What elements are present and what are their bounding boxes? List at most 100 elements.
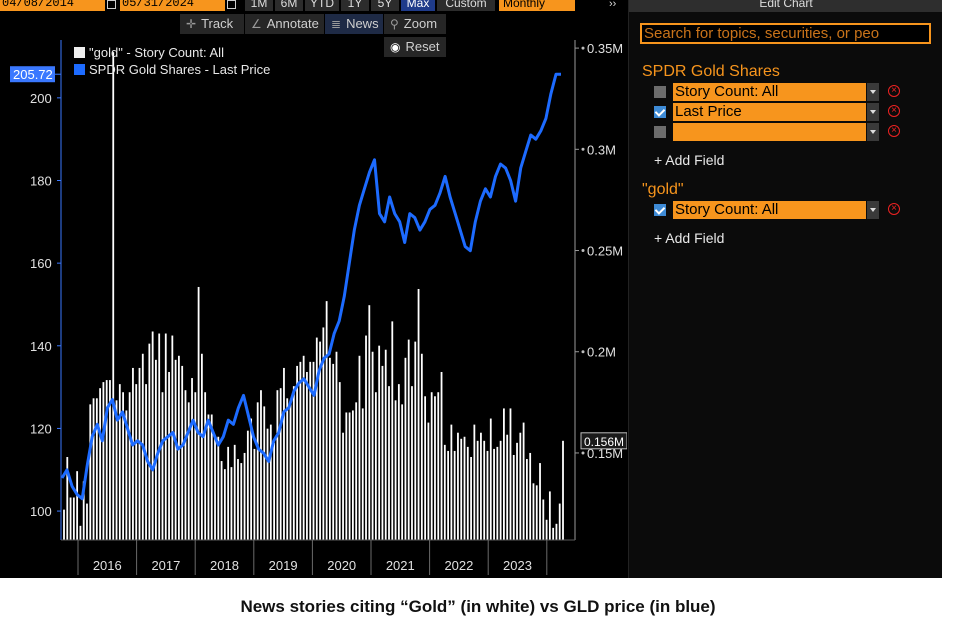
story-count-bar [95,398,98,540]
story-count-bar [348,412,351,540]
story-count-bar [434,396,436,540]
story-count-bar [204,392,207,540]
reset-button[interactable]: ◉ Reset [384,37,446,57]
field-select[interactable] [673,123,866,141]
story-count-bar [401,404,404,540]
story-count-bar [253,448,256,540]
remove-icon[interactable]: × [888,203,900,215]
story-count-bar [191,378,193,540]
story-count-bar [82,481,85,540]
story-count-bar [76,471,79,540]
x-tick-label: 2023 [503,558,532,573]
calendar-icon[interactable] [107,0,116,9]
story-count-bar [384,349,387,540]
story-count-bar [279,388,282,540]
story-count-bar [338,382,341,540]
story-count-bar [315,337,318,540]
zoom-button[interactable]: ⚲ Zoom [384,14,446,34]
story-count-bar [548,491,551,540]
story-count-bar [374,392,377,540]
story-count-bar [335,351,338,540]
news-button[interactable]: ≣ News [325,14,383,34]
story-count-bar [128,392,131,540]
reset-icon: ◉ [390,40,401,54]
remove-icon[interactable]: × [888,125,900,137]
search-input[interactable]: Search for topics, securities, or peo [640,23,931,44]
story-count-bar [522,422,525,540]
range-6m-button[interactable]: 6M [275,0,303,11]
range-1m-button[interactable]: 1M [245,0,273,11]
end-date-field[interactable]: 05/31/2024 [120,0,225,11]
story-count-bar [509,408,512,540]
story-count-bar [115,400,118,540]
chevron-down-icon[interactable] [867,201,879,219]
add-field-button[interactable]: + Add Field [654,152,725,168]
story-count-bar [319,341,321,540]
story-count-bar [404,357,407,540]
x-tick-label: 2017 [151,558,180,573]
remove-icon[interactable]: × [888,105,900,117]
story-count-bar [473,424,476,540]
chevron-down-icon[interactable] [867,83,879,101]
expand-panel-icon[interactable]: ›› [609,0,617,10]
story-count-bar [329,357,331,540]
story-count-bar [506,434,509,540]
story-count-bar [552,527,555,540]
x-tick-label: 2022 [444,558,473,573]
add-field-button[interactable]: + Add Field [654,230,725,246]
story-count-bar [417,288,420,540]
field-select[interactable]: Story Count: All [673,83,866,101]
edit-chart-header[interactable]: Edit Chart [629,0,942,12]
left-tick-label: 120 [30,421,52,436]
x-tick-label: 2020 [327,558,356,573]
remove-icon[interactable]: × [888,85,900,97]
field-select[interactable]: Last Price [673,103,866,121]
current-price-box [10,66,55,83]
range-custom-button[interactable]: Custom [437,0,495,11]
story-count-bar [378,345,381,540]
story-count-bar [512,454,515,540]
story-count-bar [283,367,285,540]
story-count-bar [483,440,486,540]
story-count-bar [414,341,417,540]
left-tick-label: 160 [30,256,52,271]
chevron-down-icon[interactable] [867,123,879,141]
story-count-bar [532,483,535,540]
right-tick-dot [581,46,585,50]
current-price-label: 205.72 [13,67,53,82]
story-count-bar [118,384,121,540]
story-count-bar [233,444,236,540]
story-count-bar [66,457,69,540]
annotate-button[interactable]: ∠ Annotate [245,14,324,34]
range-ytd-button[interactable]: YTD [305,0,339,11]
track-button[interactable]: ✛ Track [180,14,244,34]
start-date-field[interactable]: 04/08/2014 [0,0,105,11]
frequency-dropdown[interactable]: Monthly [499,0,575,11]
story-count-bar [470,457,472,540]
story-count-bar [529,452,532,540]
field-checkbox[interactable] [654,86,666,98]
story-count-bar [355,402,358,540]
story-count-bar [555,523,558,540]
current-count-box [580,432,627,450]
story-count-bar [132,367,134,540]
field-checkbox[interactable] [654,126,666,138]
story-count-bar [493,448,495,540]
range-5y-button[interactable]: 5Y [371,0,399,11]
calendar-icon[interactable] [227,0,236,9]
story-count-bar [292,386,295,540]
caption: News stories citing “Gold” (in white) vs… [240,597,716,616]
field-select[interactable]: Story Count: All [673,201,866,219]
track-label: Track [201,16,234,31]
range-max-button[interactable]: Max [401,0,435,11]
story-count-bar [371,351,374,540]
story-count-bar [230,467,233,540]
field-checkbox[interactable] [654,204,666,216]
annotate-label: Annotate [266,16,319,31]
magnifier-icon: ⚲ [390,17,399,31]
range-1y-button[interactable]: 1Y [341,0,369,11]
pencil-icon: ∠ [251,17,262,31]
field-checkbox[interactable] [654,106,666,118]
chevron-down-icon[interactable] [867,103,879,121]
story-count-bar [220,461,223,540]
